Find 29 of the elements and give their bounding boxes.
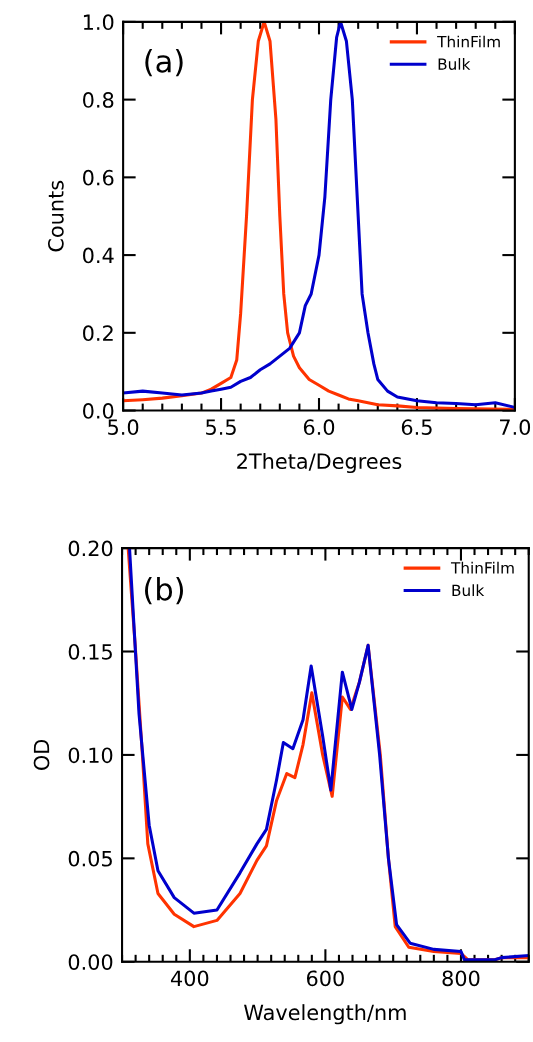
x-tick-label: 5.5 xyxy=(206,419,236,436)
legend-label: Bulk xyxy=(452,584,485,597)
legend-label: ThinFilm xyxy=(450,561,514,574)
y-tick-label: 0.8 xyxy=(83,92,114,108)
x-tick-label: 6.5 xyxy=(401,419,432,436)
x-tick-label: 6.0 xyxy=(303,419,335,436)
y-tick-label: 0.6 xyxy=(83,169,114,186)
x-tick-label: 600 xyxy=(306,970,344,987)
y-tick-label: 0.4 xyxy=(83,247,114,264)
y-tick-label: 0.20 xyxy=(68,540,113,557)
x-axis-title: Wavelength/nm xyxy=(244,1004,406,1025)
legend-label: Bulk xyxy=(438,58,471,70)
y-tick-label: 1.0 xyxy=(83,14,114,31)
y-tick-label: 0.2 xyxy=(83,325,113,342)
legend-label: ThinFilm xyxy=(437,35,500,48)
y-tick-label: 0.05 xyxy=(68,850,112,867)
y-axis-title: Counts xyxy=(47,180,64,252)
annotation: (a) xyxy=(145,49,183,77)
y-tick-label: 0.00 xyxy=(68,954,113,970)
x-axis-title: 2Theta/Degrees xyxy=(237,452,402,474)
x-tick-label: 800 xyxy=(442,970,480,987)
x-tick-label: 400 xyxy=(170,970,209,987)
x-tick-label: 5.0 xyxy=(108,419,139,436)
y-axis-title: OD xyxy=(33,739,50,770)
annotation: (b) xyxy=(145,577,183,605)
y-tick-label: 0.0 xyxy=(83,403,114,419)
y-tick-label: 0.10 xyxy=(68,747,113,764)
x-tick-label: 7.0 xyxy=(500,419,531,436)
y-tick-label: 0.15 xyxy=(68,643,112,660)
